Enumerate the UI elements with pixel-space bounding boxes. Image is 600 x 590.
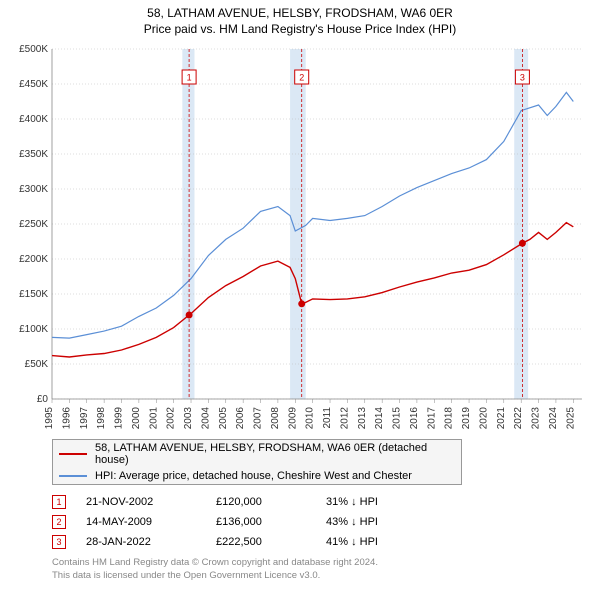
xtick-label: 2018 bbox=[444, 407, 455, 430]
sale-date: 14-MAY-2009 bbox=[86, 516, 216, 528]
sale-hpi: 41% ↓ HPI bbox=[326, 536, 378, 548]
ytick-label: £450K bbox=[19, 79, 48, 90]
legend-swatch bbox=[59, 475, 87, 477]
xtick-label: 2008 bbox=[270, 407, 281, 430]
legend-item: HPI: Average price, detached house, Ches… bbox=[53, 468, 461, 484]
legend-item: 58, LATHAM AVENUE, HELSBY, FRODSHAM, WA6… bbox=[53, 440, 461, 468]
sale-marker-number: 1 bbox=[187, 73, 192, 83]
xtick-label: 1995 bbox=[44, 407, 55, 430]
ytick-label: £350K bbox=[19, 149, 48, 160]
xtick-label: 2020 bbox=[478, 407, 489, 430]
xtick-label: 2012 bbox=[339, 407, 350, 430]
sale-price: £222,500 bbox=[216, 536, 326, 548]
xtick-label: 2016 bbox=[409, 407, 420, 430]
xtick-label: 2011 bbox=[322, 407, 333, 429]
xtick-label: 2000 bbox=[131, 407, 142, 430]
ytick-label: £500K bbox=[19, 44, 48, 55]
footer-line1: Contains HM Land Registry data © Crown c… bbox=[52, 557, 592, 569]
xtick-label: 2002 bbox=[166, 407, 177, 430]
xtick-label: 1997 bbox=[79, 407, 90, 430]
xtick-label: 2019 bbox=[461, 407, 472, 430]
xtick-label: 2025 bbox=[565, 407, 576, 430]
ytick-label: £50K bbox=[25, 359, 49, 370]
xtick-label: 2015 bbox=[392, 407, 403, 430]
chart-svg: £0 £50K £100K £150K £200K £250K £300K £350K £400… bbox=[8, 41, 592, 433]
xtick-label: 1996 bbox=[61, 407, 72, 430]
ytick-label: £100K bbox=[19, 324, 48, 335]
xtick-label: 2013 bbox=[357, 407, 368, 430]
xtick-label: 2021 bbox=[496, 407, 507, 430]
xtick-label: 2009 bbox=[287, 407, 298, 430]
sale-marker-ref: 2 bbox=[52, 515, 66, 529]
sales-table: 1 21-NOV-2002£120,00031% ↓ HPI 2 14-MAY-200… bbox=[52, 495, 592, 549]
sale-row: 2 14-MAY-2009£136,00043% ↓ HPI bbox=[52, 515, 592, 529]
xtick-label: 2010 bbox=[305, 407, 316, 430]
xtick-label: 2014 bbox=[374, 407, 385, 430]
ytick-label: £250K bbox=[19, 219, 48, 230]
series-property bbox=[52, 223, 573, 357]
xtick-label: 2017 bbox=[426, 407, 437, 430]
sale-marker-ref: 1 bbox=[52, 495, 66, 509]
sale-row: 3 28-JAN-2022£222,50041% ↓ HPI bbox=[52, 535, 592, 549]
xtick-label: 2005 bbox=[218, 407, 229, 430]
xtick-label: 2024 bbox=[548, 407, 559, 430]
legend-label: 58, LATHAM AVENUE, HELSBY, FRODSHAM, WA6… bbox=[95, 442, 455, 466]
ytick-label: £300K bbox=[19, 184, 48, 195]
sale-marker-number: 2 bbox=[299, 73, 304, 83]
series-hpi bbox=[52, 93, 573, 339]
ytick-label: £400K bbox=[19, 114, 48, 125]
title-line2: Price paid vs. HM Land Registry's House … bbox=[8, 22, 592, 38]
xtick-label: 2006 bbox=[235, 407, 246, 430]
footer-line2: This data is licensed under the Open Gov… bbox=[52, 570, 592, 582]
sale-price: £120,000 bbox=[216, 496, 326, 508]
sale-date: 28-JAN-2022 bbox=[86, 536, 216, 548]
xtick-label: 2022 bbox=[513, 407, 524, 430]
legend: 58, LATHAM AVENUE, HELSBY, FRODSHAM, WA6… bbox=[52, 439, 462, 485]
sale-price: £136,000 bbox=[216, 516, 326, 528]
price-chart: £0 £50K £100K £150K £200K £250K £300K £350K £400… bbox=[8, 41, 592, 433]
sale-marker-dot bbox=[186, 312, 193, 319]
sale-marker-ref: 3 bbox=[52, 535, 66, 549]
xtick-label: 2007 bbox=[253, 407, 264, 430]
xtick-label: 2001 bbox=[148, 407, 159, 430]
xtick-label: 2004 bbox=[200, 407, 211, 430]
sale-marker-dot bbox=[519, 240, 526, 247]
sale-marker-dot bbox=[298, 300, 305, 307]
xtick-label: 2003 bbox=[183, 407, 194, 430]
title-line1: 58, LATHAM AVENUE, HELSBY, FRODSHAM, WA6… bbox=[8, 6, 592, 22]
footer-attribution: Contains HM Land Registry data © Crown c… bbox=[52, 557, 592, 582]
sale-hpi: 43% ↓ HPI bbox=[326, 516, 378, 528]
sale-date: 21-NOV-2002 bbox=[86, 496, 216, 508]
ytick-label: £150K bbox=[19, 289, 48, 300]
sale-hpi: 31% ↓ HPI bbox=[326, 496, 378, 508]
sale-marker-number: 3 bbox=[520, 73, 525, 83]
sale-row: 1 21-NOV-2002£120,00031% ↓ HPI bbox=[52, 495, 592, 509]
xtick-label: 2023 bbox=[531, 407, 542, 430]
ytick-label: £0 bbox=[37, 394, 49, 405]
legend-label: HPI: Average price, detached house, Ches… bbox=[95, 470, 412, 482]
legend-swatch bbox=[59, 453, 87, 455]
chart-title: 58, LATHAM AVENUE, HELSBY, FRODSHAM, WA6… bbox=[8, 6, 592, 37]
ytick-label: £200K bbox=[19, 254, 48, 265]
xtick-label: 1999 bbox=[114, 407, 125, 430]
xtick-label: 1998 bbox=[96, 407, 107, 430]
